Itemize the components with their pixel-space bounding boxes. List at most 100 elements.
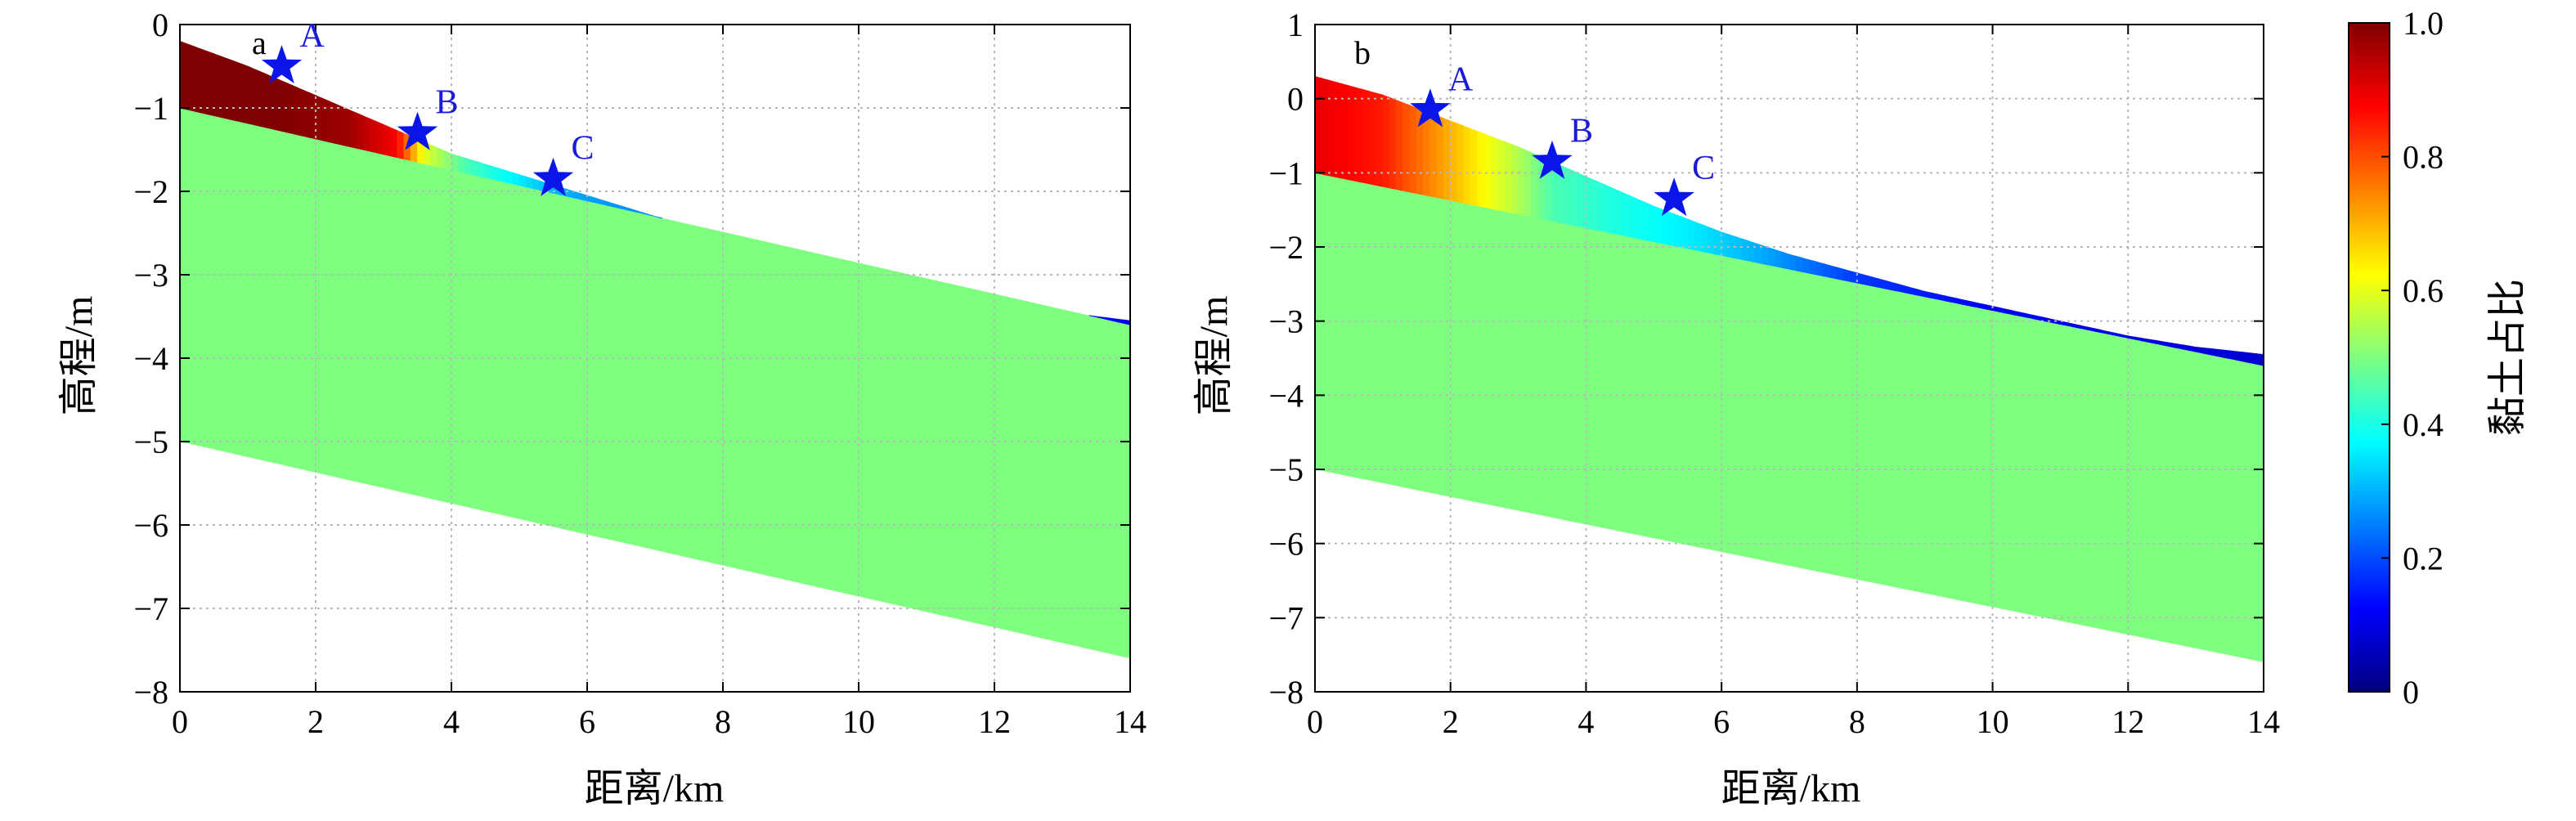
panel-a-surface-cell	[186, 43, 195, 112]
colorbar-tick-label: 0	[2403, 674, 2419, 711]
panel-a-surface-cell	[267, 74, 276, 131]
panel-b-x-tick-label: 0	[1307, 703, 1323, 740]
panel-a-surface-cell	[254, 68, 263, 128]
panel-a-surface-cell	[471, 159, 479, 177]
panel-a-surface-cell	[451, 153, 459, 173]
panel-b-surface-cell	[1518, 146, 1526, 216]
panel-b-surface-cell	[1951, 297, 1959, 304]
panel-a-surface-cell	[261, 71, 269, 129]
panel-b-frame	[1314, 24, 2264, 693]
panel-b-surface-cell	[1531, 152, 1539, 219]
panel-a-marker-b-label: B	[436, 84, 459, 122]
panel-a-surface-cell	[498, 168, 506, 183]
panel-a-surface-cell	[457, 155, 465, 174]
colorbar: 1.0 0.8 0.6 0.4 0.2 0 黏土占比	[2348, 5, 2529, 711]
panel-a-y-tick-label: −6	[133, 507, 168, 544]
panel-b-surface-cell	[1396, 99, 1404, 191]
panel-b-surface-cell	[1761, 245, 1770, 266]
panel-b-underlying-layer	[1315, 173, 2264, 662]
panel-b-surface-cell	[1646, 202, 1654, 242]
panel-b-surface-cell	[2195, 346, 2203, 354]
panel-b-surface-cell	[1402, 102, 1411, 193]
panel-a-x-axis-label: 距离/km	[585, 767, 725, 810]
panel-b-surface-cell	[1910, 287, 1919, 296]
panel-a-surface-cell	[580, 192, 588, 202]
panel-b-surface-cell	[1626, 193, 1634, 238]
panel-b-surface-cell	[2209, 348, 2217, 357]
panel-a-surface-cell	[525, 176, 533, 190]
panel-b-x-tick-label: 12	[2112, 703, 2144, 740]
panel-b-surface-cell	[1456, 123, 1465, 204]
panel-b-surface-cell	[2201, 347, 2210, 356]
panel-b-surface-cell	[1592, 178, 1600, 231]
panel-a-surface-cell	[444, 150, 452, 171]
panel-b-surface-cell	[1856, 272, 1865, 285]
panel-a-surface-cell	[648, 213, 656, 217]
panel-a-x-tick-label: 14	[1114, 703, 1147, 740]
panel-b-surface-cell	[1355, 87, 1363, 183]
colorbar-tick-label: 1.0	[2403, 5, 2444, 42]
panel-b-y-tick-label: −1	[1268, 155, 1304, 191]
panel-b-surface-cell	[1510, 143, 1519, 215]
panel-b-surface-cell	[1748, 240, 1757, 263]
panel-b-surface-cell	[1883, 280, 1892, 290]
panel-b-surface-cell	[1836, 267, 1844, 281]
panel-b-surface-cell	[1863, 274, 1871, 286]
panel-a-surface-cell	[362, 115, 370, 152]
panel-b-surface-cell	[1389, 96, 1397, 190]
panel-a-surface-cell	[274, 77, 282, 132]
panel-b-surface-cell	[1619, 191, 1627, 237]
panel-a-surface-cell	[383, 123, 391, 157]
panel-b-surface-cell	[1978, 303, 1986, 310]
panel-b-surface-cell	[1477, 131, 1485, 208]
panel-a-y-tick-label: −1	[133, 90, 168, 127]
panel-a-surface-cell	[301, 88, 310, 138]
panel-a-surface-cell	[247, 65, 255, 126]
panel-b-surface-cell	[1640, 200, 1648, 241]
panel-b-surface-cell	[1504, 141, 1512, 213]
panel-a-surface-cell	[566, 188, 574, 199]
panel-b-surface-cell	[1436, 114, 1444, 200]
panel-b-surface-cell	[2222, 349, 2231, 360]
panel-b-surface-cell	[1782, 251, 1790, 270]
panel-b-surface-cell	[1829, 265, 1838, 280]
panel-a-marker-a-star	[261, 45, 303, 83]
panel-a-surface-cell	[240, 63, 249, 124]
panel-a-y-tick-label: −7	[133, 590, 168, 627]
panel-a-y-tick-label: −2	[133, 173, 168, 210]
panel-a-surface-cell	[505, 169, 514, 185]
panel-a-surface-cell	[438, 147, 446, 169]
panel-a-surface-cell	[200, 48, 208, 115]
panel-a-surface-cell	[206, 51, 214, 117]
panel-a-surface-cell	[179, 40, 187, 110]
panel-a-surface-cell	[349, 109, 357, 149]
panel-b-surface-cell	[1815, 261, 1824, 277]
panel-b-surface-cell	[1409, 105, 1417, 195]
panel-b-y-tick-label: −4	[1268, 377, 1304, 414]
panel-b-surface-cell	[1586, 176, 1594, 230]
panel-a-surface-cell	[369, 118, 378, 154]
panel-b-surface-cell	[1897, 283, 1905, 294]
panel-a-underlying-layer	[180, 108, 1130, 659]
panel-a-surface-cell	[593, 197, 601, 204]
panel-b-surface-cell	[2182, 344, 2190, 351]
panel-a-surface-cell	[532, 178, 541, 191]
panel-a-surface-cell	[220, 56, 228, 119]
panel-a-surface-cell	[389, 127, 398, 159]
panel-b-marker-c-star	[1654, 177, 1694, 217]
panel-b-x-tick-label: 8	[1849, 703, 1865, 740]
panel-b-marker-b-label: B	[1570, 113, 1593, 150]
panel-b-surface-cell	[1924, 290, 1932, 299]
panel-b-surface-cell	[1937, 294, 1946, 302]
panel-a-surface-cell	[281, 80, 289, 133]
panel-a-grid	[180, 25, 1130, 692]
panel-a-surface-cell	[430, 144, 438, 168]
panel-b-surface-cell	[1599, 182, 1607, 233]
panel-b-surface-cell	[1775, 249, 1784, 268]
panel-b-surface-cell	[1463, 125, 1471, 205]
panel-b-x-tick-label: 14	[2247, 703, 2280, 740]
panel-b-surface-cell	[1890, 281, 1899, 292]
panel-b-grid	[1315, 25, 2264, 692]
